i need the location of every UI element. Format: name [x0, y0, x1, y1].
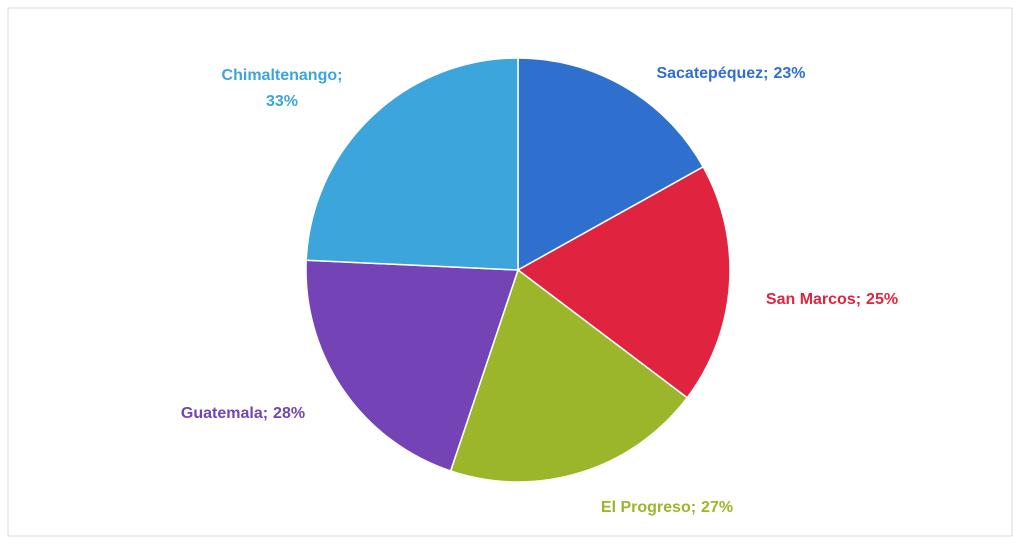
- data-label: Guatemala; 28%: [181, 405, 305, 422]
- data-label-category: Chimaltenango: [222, 67, 338, 84]
- data-label-category: Sacatepéquez: [656, 65, 763, 82]
- data-label-category: El Progreso: [601, 499, 691, 516]
- pie-slice: [449, 268, 689, 483]
- pie-slice: [516, 165, 731, 399]
- pie-slice: [305, 57, 519, 271]
- data-label-value: 28%: [273, 405, 305, 422]
- data-label: El Progreso; 27%: [601, 499, 733, 516]
- data-label-value: 25%: [866, 291, 898, 308]
- data-label: Sacatepéquez; 23%: [656, 65, 805, 82]
- pie-slice: [517, 57, 705, 272]
- data-label-separator: ;: [263, 405, 268, 422]
- data-label-value: 33%: [266, 93, 298, 110]
- data-label-value: 27%: [701, 499, 733, 516]
- data-label: San Marcos; 25%: [766, 291, 898, 308]
- data-label-value: 23%: [774, 65, 806, 82]
- data-label-separator: ;: [691, 499, 696, 516]
- data-label: Chimaltenango; 33%: [222, 67, 343, 110]
- data-label-separator: ;: [763, 65, 768, 82]
- data-label-separator: ;: [856, 291, 861, 308]
- data-label-separator: ;: [337, 67, 342, 84]
- pie-slice: [305, 259, 520, 472]
- data-label-category: San Marcos: [766, 291, 856, 308]
- data-label-category: Guatemala: [181, 405, 263, 422]
